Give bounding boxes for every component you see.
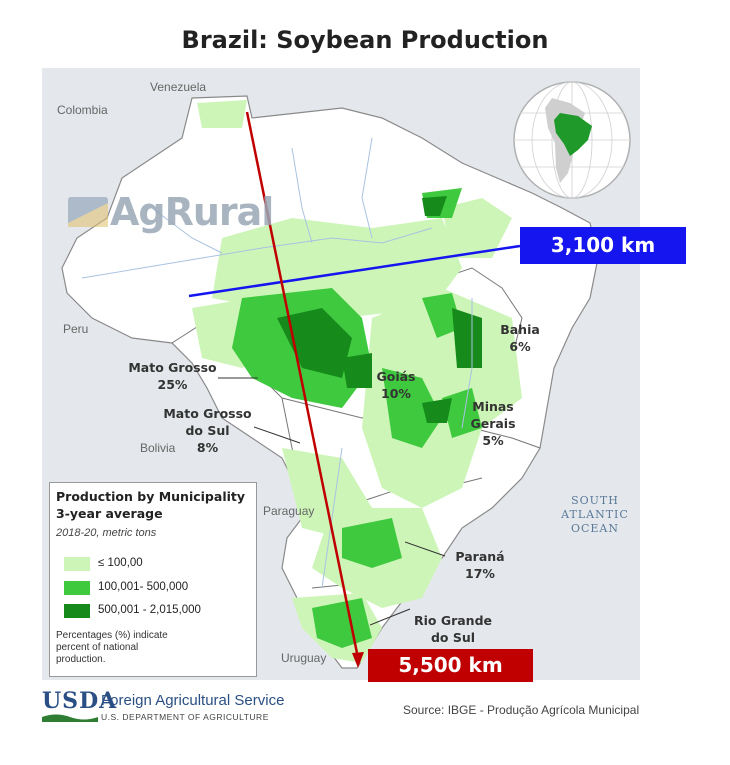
globe-inset — [513, 81, 631, 199]
label-peru: Peru — [63, 322, 89, 336]
label-ocean: SOUTH ATLANTIC OCEAN — [561, 494, 629, 535]
legend-swatch-high — [64, 604, 90, 618]
distance-east-west: 3,100 km — [520, 227, 686, 264]
map-title: Brazil: Soybean Production — [181, 26, 549, 54]
usda-logo-icon — [42, 714, 98, 722]
label-rio-grande-do-sul: Rio Grande do Sul — [413, 613, 493, 645]
brazil-highlight — [554, 113, 592, 156]
label-mato-grosso-do-sul: Mato Grosso do Sul 8% — [163, 406, 252, 455]
leader-parana — [405, 541, 446, 557]
leader-mato-grosso-do-sul — [254, 426, 301, 444]
label-venezuela: Venezuela — [150, 80, 207, 94]
legend-label-low: ≤ 100,00 — [98, 557, 143, 569]
department-name: U.S. DEPARTMENT OF AGRICULTURE — [101, 712, 269, 722]
agrural-logo-icon — [68, 197, 108, 227]
legend-title: Production by Municipality 3-year average — [56, 489, 246, 521]
leader-rio-grande-do-sul — [370, 608, 411, 626]
label-colombia: Colombia — [57, 103, 108, 117]
watermark-agrural: AgRural — [110, 190, 274, 234]
rivers — [81, 137, 473, 589]
label-goias: Goiás 10% — [376, 369, 416, 401]
label-bolivia: Bolivia — [140, 441, 176, 455]
legend-swatch-mid — [64, 581, 90, 595]
label-bahia: Bahia 6% — [500, 322, 540, 354]
label-paraguay: Paraguay — [263, 504, 315, 518]
distance-north-south: 5,500 km — [368, 649, 533, 682]
map-canvas — [61, 95, 599, 669]
east-west-line — [188, 244, 521, 298]
legend-subtitle: 2018-20, metric tons — [56, 527, 157, 539]
legend-label-mid: 100,001- 500,000 — [98, 581, 189, 593]
legend-swatch-low — [64, 557, 90, 571]
label-minas-gerais: Minas Gerais 5% — [470, 399, 516, 448]
north-south-line — [245, 111, 360, 659]
usda-logo: USDA — [42, 688, 118, 714]
label-parana: Paraná 17% — [455, 549, 505, 581]
legend-label-high: 500,001 - 2,015,000 — [98, 604, 201, 616]
production-high — [277, 196, 482, 423]
label-uruguay: Uruguay — [281, 651, 327, 665]
agency-name: Foreign Agricultural Service — [101, 692, 285, 709]
leader-mato-grosso — [218, 377, 258, 379]
legend: Production by Municipality 3-year average… — [49, 482, 257, 677]
label-mato-grosso: Mato Grosso 25% — [128, 360, 217, 392]
source-note: Source: IBGE - Produção Agrícola Municip… — [403, 703, 640, 717]
legend-note: Percentages (%) indicate percent of natio… — [56, 630, 168, 665]
